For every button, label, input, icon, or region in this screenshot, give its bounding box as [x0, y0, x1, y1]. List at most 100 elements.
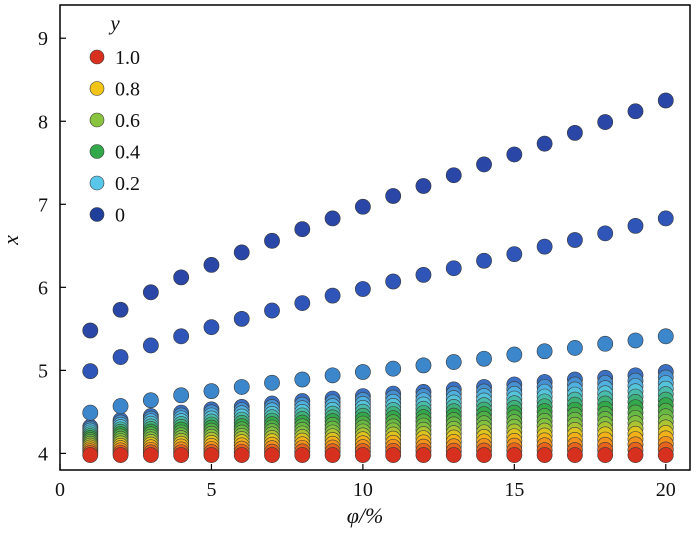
- lower-branch-point: [415, 357, 432, 374]
- lower-branch-point: [233, 379, 250, 395]
- legend-label: 0.4: [115, 142, 140, 164]
- upper-branch-point: [294, 221, 311, 238]
- upper-branch-point: [142, 284, 159, 301]
- legend-label: 0.6: [115, 110, 140, 132]
- plot-area: [59, 4, 691, 471]
- cluster-point: [536, 447, 553, 463]
- y-tick-label: 5: [38, 360, 48, 382]
- cluster-point: [445, 447, 462, 463]
- cluster-point: [233, 447, 250, 463]
- middle-branch-point: [597, 225, 614, 242]
- cluster-point: [82, 447, 99, 463]
- middle-branch-point: [627, 217, 644, 234]
- cluster-point: [354, 447, 371, 463]
- upper-branch-point: [112, 301, 129, 318]
- cluster-point: [627, 447, 644, 463]
- y-tick-label: 6: [38, 277, 48, 299]
- lower-branch-point: [354, 364, 371, 380]
- lower-branch-point: [445, 354, 462, 370]
- cluster-point: [385, 447, 402, 463]
- middle-branch-point: [82, 363, 99, 380]
- legend-marker: [89, 49, 105, 65]
- legend-marker: [89, 144, 105, 159]
- middle-branch-point: [476, 252, 492, 269]
- middle-branch-point: [385, 273, 402, 290]
- cluster-point: [142, 447, 159, 463]
- cluster-point: [173, 447, 190, 463]
- upper-branch-point: [476, 156, 492, 173]
- lower-branch-point: [82, 404, 99, 421]
- cluster-point: [203, 447, 220, 463]
- lower-branch-point: [567, 340, 583, 356]
- upper-branch-point: [173, 269, 190, 286]
- lower-branch-point: [324, 367, 341, 384]
- lower-branch-point: [536, 343, 553, 360]
- legend-marker: [89, 112, 105, 128]
- upper-branch-point: [233, 244, 250, 261]
- x-tick-label: 5: [206, 479, 216, 501]
- cluster-point: [567, 447, 583, 463]
- cluster-point: [112, 447, 129, 463]
- y-axis-title: x: [0, 235, 23, 246]
- x-axis-title: φ/%: [347, 503, 384, 528]
- middle-branch-point: [324, 287, 341, 304]
- upper-branch-point: [536, 135, 553, 152]
- upper-branch-point: [82, 322, 99, 339]
- middle-branch-point: [657, 210, 674, 227]
- legend-label: 1.0: [115, 47, 140, 69]
- upper-branch-point: [567, 124, 583, 141]
- middle-branch-point: [203, 319, 220, 336]
- lower-branch-point: [506, 346, 523, 363]
- lower-branch-point: [385, 360, 402, 377]
- middle-branch-point: [415, 266, 432, 283]
- cluster-point: [264, 447, 280, 463]
- middle-branch-point: [354, 281, 371, 297]
- legend-marker: [89, 175, 105, 191]
- upper-branch-point: [657, 92, 674, 109]
- upper-branch-point: [506, 146, 523, 163]
- axes: 0 5 10 15 20 4 5 6 7 8 9: [38, 28, 676, 501]
- legend-label: 0: [115, 205, 125, 227]
- lower-branch-point: [657, 328, 674, 345]
- middle-branch-point: [233, 310, 250, 327]
- legend-title: y: [108, 11, 120, 35]
- middle-branch-point: [567, 232, 583, 248]
- data-points: [82, 92, 674, 463]
- middle-branch-point: [294, 295, 311, 311]
- x-tick-label: 0: [55, 479, 65, 501]
- lower-branch-point: [173, 387, 190, 404]
- lower-branch-point: [142, 392, 159, 409]
- cluster-point: [657, 447, 674, 463]
- legend-marker: [89, 81, 105, 96]
- middle-branch-point: [173, 328, 190, 345]
- upper-branch-point: [264, 232, 280, 249]
- cluster-point: [294, 447, 311, 463]
- y-tick-label: 8: [38, 111, 48, 133]
- plot-frame: [59, 4, 691, 471]
- cluster-point: [324, 447, 341, 463]
- lower-branch-point: [264, 374, 280, 391]
- cluster-point: [415, 447, 432, 463]
- upper-branch-point: [597, 114, 614, 130]
- y-tick-label: 4: [38, 443, 48, 465]
- x-tick-label: 15: [504, 479, 524, 501]
- middle-branch-point: [142, 337, 159, 354]
- cluster-point: [476, 447, 492, 463]
- lower-branch-point: [597, 335, 614, 352]
- upper-branch-point: [445, 167, 462, 184]
- legend-label: 0.8: [115, 79, 140, 101]
- upper-branch-point: [627, 103, 644, 120]
- lower-branch-point: [476, 350, 492, 367]
- y-tick-label: 9: [38, 28, 48, 50]
- legend-label: 0.2: [115, 173, 140, 195]
- upper-branch-point: [354, 198, 371, 215]
- middle-branch-point: [112, 349, 129, 365]
- cluster-point: [597, 447, 614, 463]
- middle-branch-point: [506, 246, 523, 263]
- lower-branch-point: [203, 383, 220, 400]
- middle-branch-point: [445, 260, 462, 277]
- x-tick-label: 20: [656, 479, 676, 501]
- x-tick-label: 10: [353, 479, 373, 501]
- upper-branch-point: [324, 210, 341, 227]
